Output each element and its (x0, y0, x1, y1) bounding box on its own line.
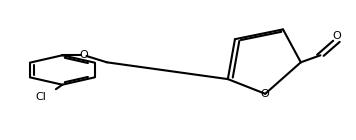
Text: Cl: Cl (35, 92, 46, 102)
Text: O: O (261, 89, 269, 99)
Text: O: O (332, 31, 341, 41)
Text: O: O (79, 50, 88, 60)
